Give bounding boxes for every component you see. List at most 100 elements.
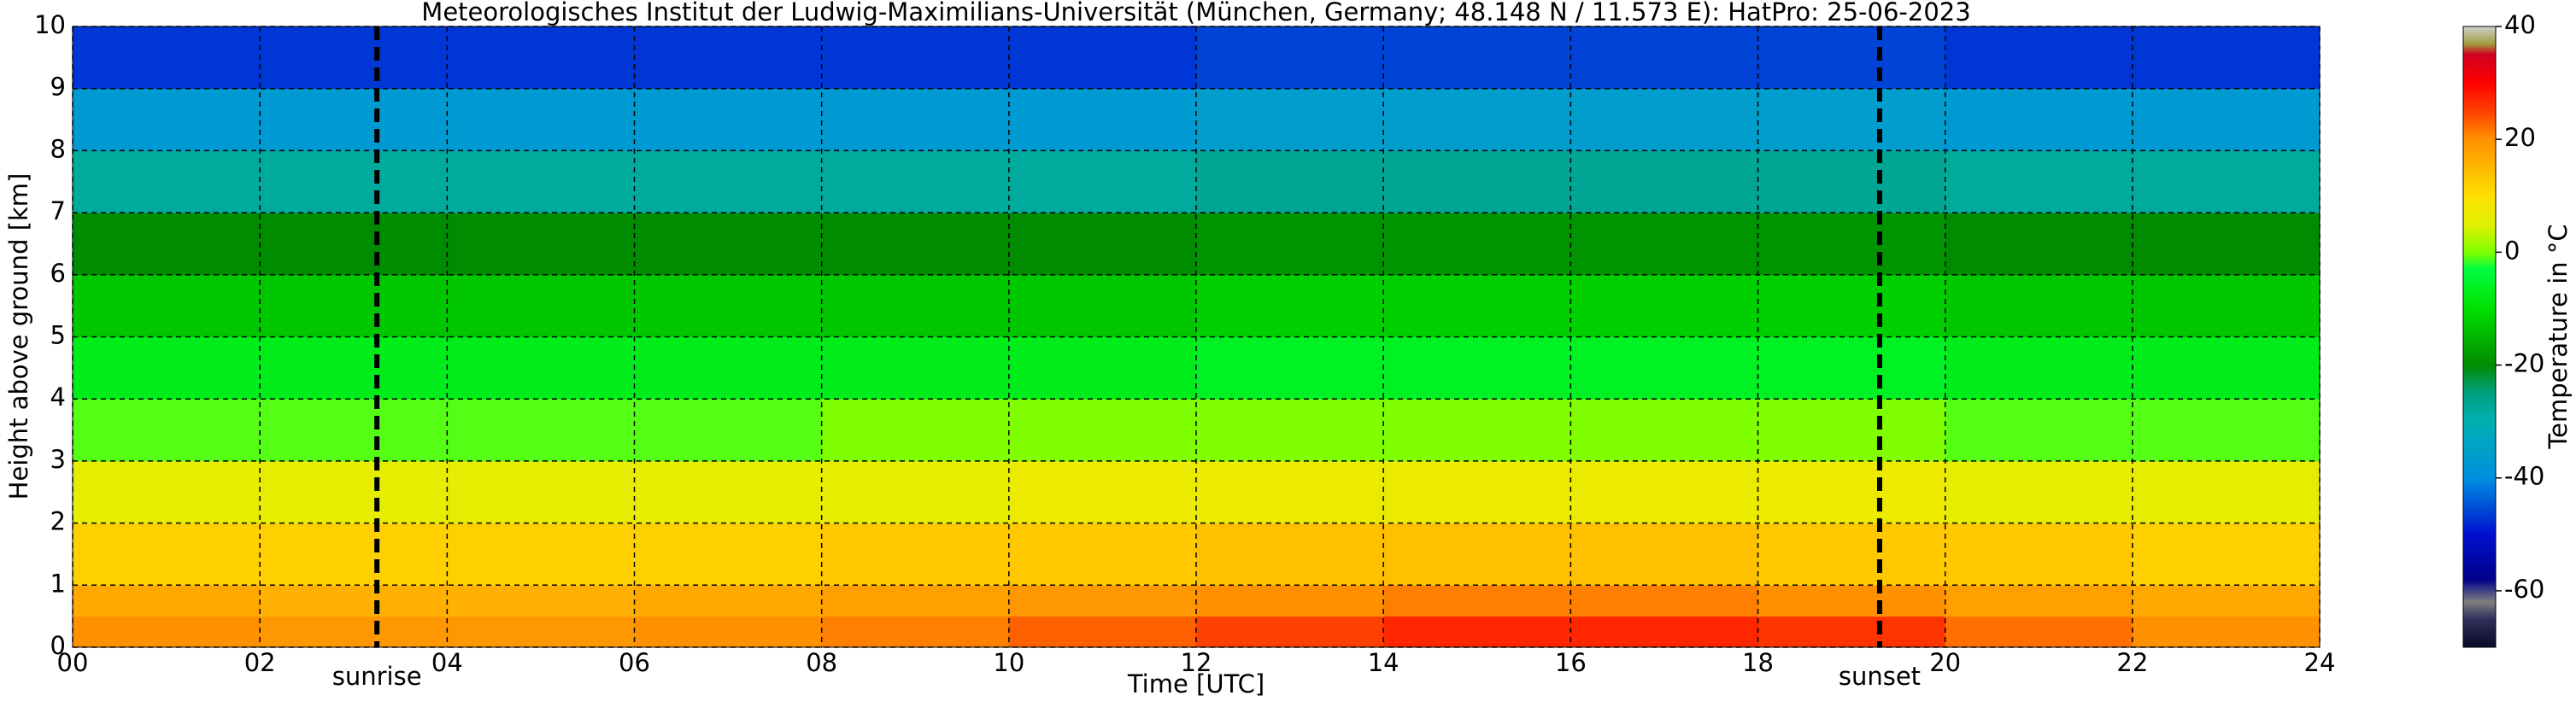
y-tick-label: 2	[50, 507, 66, 536]
heatmap-cell	[1570, 460, 1758, 524]
heatmap-cell	[1008, 336, 1197, 400]
heatmap-cell	[73, 460, 261, 524]
heatmap-cell	[634, 585, 823, 617]
heatmap-cell	[1757, 150, 1946, 213]
heatmap-cell	[1570, 274, 1758, 337]
heatmap-cell	[634, 26, 823, 90]
heatmap-cell	[634, 150, 823, 213]
x-tick-label: 20	[1929, 648, 1961, 677]
x-tick-label: 12	[1181, 648, 1212, 677]
heatmap-cell	[1757, 213, 1946, 276]
heatmap-cell	[2132, 213, 2321, 276]
heatmap-cell	[1570, 213, 1758, 276]
x-tick-label: 22	[2116, 648, 2148, 677]
heatmap-cell	[73, 336, 261, 400]
heatmap-cell	[1008, 150, 1197, 213]
colorbar-tick-label: -40	[2504, 462, 2544, 491]
heatmap-cell	[1196, 336, 1384, 400]
heatmap-cell	[821, 26, 1010, 90]
heatmap-cell	[2132, 26, 2321, 90]
x-tick-label: 00	[57, 648, 89, 677]
heatmap-cell	[1945, 274, 2133, 337]
heatmap-cell	[2132, 274, 2321, 337]
colorbar-tick-label: 20	[2504, 123, 2536, 152]
heatmap-cell	[634, 399, 823, 462]
heatmap-cell	[634, 213, 823, 276]
colorbar-tick-label: -20	[2504, 349, 2544, 378]
heatmap-cell	[1945, 336, 2133, 400]
heatmap-cell	[1196, 274, 1384, 337]
heatmap-cell	[1757, 399, 1946, 462]
heatmap-cell	[1570, 88, 1758, 151]
heatmap-cell	[260, 460, 448, 524]
y-tick-label: 1	[50, 569, 66, 598]
heatmap-cell	[447, 26, 635, 90]
colorbar-tick-label: 0	[2504, 236, 2520, 265]
heatmap-cell	[1008, 585, 1197, 617]
heatmap-cell	[260, 399, 448, 462]
heatmap-cell	[73, 523, 261, 586]
heatmap-cell	[1945, 26, 2133, 90]
heatmap-cell	[821, 616, 1010, 648]
heatmap-cell	[1008, 213, 1197, 276]
heatmap-cell	[1570, 585, 1758, 617]
colorbar	[2462, 26, 2497, 648]
heatmap-cell	[1383, 399, 1571, 462]
y-tick-label: 5	[50, 321, 66, 350]
x-tick-label: 10	[993, 648, 1024, 677]
heatmap-cell	[447, 336, 635, 400]
heatmap-cell	[821, 88, 1010, 151]
heatmap-cell	[1196, 616, 1384, 648]
heatmap-cell	[1383, 523, 1571, 586]
heatmap-cell	[1196, 585, 1384, 617]
heatmap-cell	[1383, 150, 1571, 213]
heatmap-cell	[2132, 460, 2321, 524]
heatmap-cell	[73, 213, 261, 276]
heatmap-cell	[1008, 460, 1197, 524]
heatmap-cell	[1945, 460, 2133, 524]
heatmap-cell	[1757, 523, 1946, 586]
heatmap-cell	[1945, 585, 2133, 617]
heatmap-cell	[1196, 460, 1384, 524]
heatmap-cell	[1945, 88, 2133, 151]
heatmap-cell	[821, 150, 1010, 213]
heatmap-cell	[1196, 213, 1384, 276]
heatmap-cell	[634, 274, 823, 337]
heatmap-cell	[634, 523, 823, 586]
heatmap-cell	[1383, 616, 1571, 648]
heatmap-cell	[260, 26, 448, 90]
heatmap-cell	[1757, 585, 1946, 617]
heatmap-cell	[447, 274, 635, 337]
heatmap-cell	[1008, 26, 1197, 90]
heatmap-cell	[821, 460, 1010, 524]
y-tick-label: 3	[50, 445, 66, 474]
heatmap-cell	[634, 460, 823, 524]
heatmap-cell	[634, 336, 823, 400]
heatmap-cell	[1757, 460, 1946, 524]
heatmap-cell	[1945, 616, 2133, 648]
heatmap-cell	[2132, 523, 2321, 586]
heatmap-cell	[447, 213, 635, 276]
heatmap-cell	[447, 523, 635, 586]
heatmap-cell	[1383, 585, 1571, 617]
heatmap-cell	[1196, 523, 1384, 586]
heatmap-cell	[260, 150, 448, 213]
heatmap-cell	[2132, 88, 2321, 151]
heatmap-cell	[1757, 616, 1946, 648]
heatmap-cell	[2132, 616, 2321, 648]
heatmap-cell	[2132, 399, 2321, 462]
heatmap-cell	[1008, 88, 1197, 151]
y-tick-label: 9	[50, 73, 66, 102]
y-tick-label: 0	[50, 631, 66, 660]
y-tick-label: 10	[34, 10, 66, 39]
plot-frame	[72, 26, 2321, 648]
heatmap-cell	[1570, 150, 1758, 213]
heatmap-cell	[2132, 150, 2321, 213]
heatmap-cell	[1757, 274, 1946, 337]
y-tick-label: 4	[50, 383, 66, 412]
heatmap-cell	[1196, 88, 1384, 151]
heatmap-cell	[1196, 399, 1384, 462]
x-tick-label: 18	[1742, 648, 1774, 677]
x-tick-label: 24	[2304, 648, 2336, 677]
heatmap-cell	[447, 150, 635, 213]
